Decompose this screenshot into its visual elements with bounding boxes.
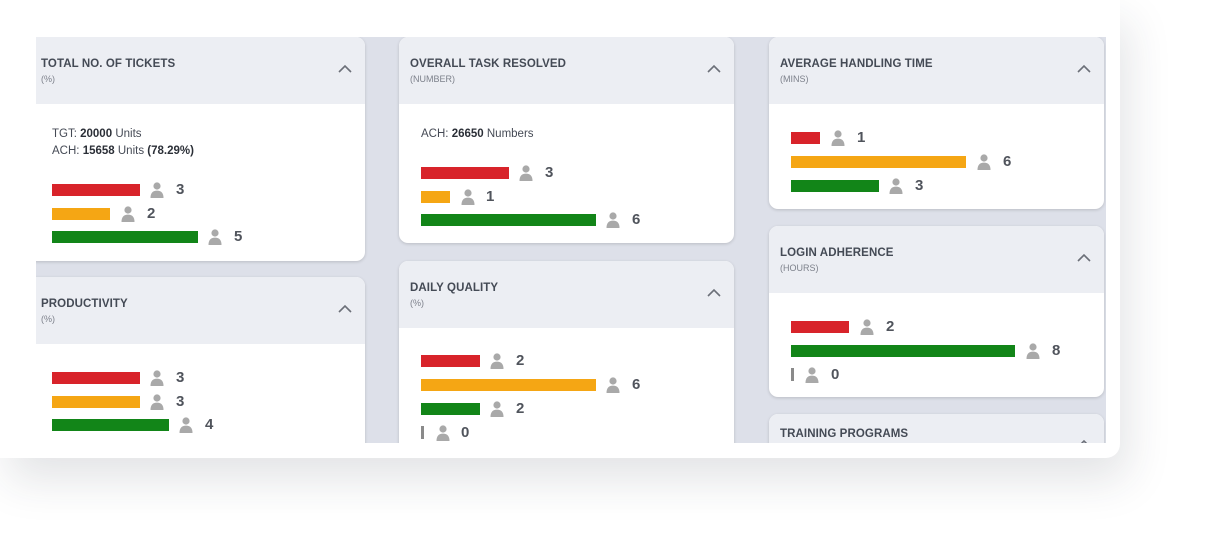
green-bar[interactable] <box>52 419 169 431</box>
chevron-up-icon[interactable] <box>706 288 722 298</box>
red-bar[interactable] <box>52 372 140 384</box>
person-icon <box>436 425 450 441</box>
chevron-up-icon[interactable] <box>337 304 353 314</box>
card-title: TOTAL NO. OF TICKETS <box>41 58 176 70</box>
zero-marker <box>421 426 424 439</box>
person-icon <box>606 377 620 393</box>
orange-count: 3 <box>176 393 185 410</box>
green-count: 5 <box>234 228 243 245</box>
person-icon <box>1026 343 1040 359</box>
achieved-line: ACH: 15658 Units (78.29%) <box>52 145 194 157</box>
person-icon <box>461 189 475 205</box>
zero-marker <box>791 368 794 381</box>
card-unit: (NUMBER) <box>410 74 455 84</box>
person-icon <box>889 178 903 194</box>
card-header[interactable]: TOTAL NO. OF TICKETS (%) <box>36 37 365 104</box>
green-count: 6 <box>632 211 641 228</box>
green-bar[interactable] <box>52 231 198 243</box>
card-training-programs: TRAINING PROGRAMS <box>769 414 1104 443</box>
person-icon <box>121 206 135 222</box>
person-icon <box>490 401 504 417</box>
person-icon <box>519 165 533 181</box>
orange-bar[interactable] <box>421 191 450 203</box>
orange-count: 1 <box>486 188 495 205</box>
person-icon <box>860 319 874 335</box>
chevron-up-icon[interactable] <box>1076 253 1092 263</box>
card-header[interactable]: LOGIN ADHERENCE (HOURS) <box>769 226 1104 293</box>
green-count: 4 <box>205 416 214 433</box>
chevron-up-icon[interactable] <box>1076 439 1092 443</box>
red-bar[interactable] <box>52 184 140 196</box>
kpi-board: TOTAL NO. OF TICKETS (%) TGT: 20000 Unit… <box>36 37 1106 443</box>
person-icon <box>179 417 193 433</box>
chevron-up-icon[interactable] <box>337 64 353 74</box>
card-header[interactable]: PRODUCTIVITY (%) <box>36 277 365 344</box>
green-bar[interactable] <box>421 403 480 415</box>
none-count: 0 <box>461 424 470 441</box>
card-title: OVERALL TASK RESOLVED <box>410 58 567 70</box>
card-unit: (HOURS) <box>780 263 819 273</box>
card-login-adherence: LOGIN ADHERENCE (HOURS) 2 8 0 <box>769 226 1104 397</box>
red-bar[interactable] <box>791 321 849 333</box>
card-title: PRODUCTIVITY <box>41 298 128 310</box>
red-count: 3 <box>545 164 554 181</box>
red-count: 2 <box>886 318 895 335</box>
card-daily-quality: DAILY QUALITY (%) 2 6 2 0 <box>399 261 734 443</box>
card-title: LOGIN ADHERENCE <box>780 247 894 259</box>
green-count: 8 <box>1052 342 1061 359</box>
card-title: DAILY QUALITY <box>410 282 499 294</box>
red-count: 2 <box>516 352 525 369</box>
orange-bar[interactable] <box>421 379 596 391</box>
target-line: TGT: 20000 Units <box>52 128 142 140</box>
card-total-tickets: TOTAL NO. OF TICKETS (%) TGT: 20000 Unit… <box>36 37 365 261</box>
person-icon <box>831 130 845 146</box>
card-header[interactable]: TRAINING PROGRAMS <box>769 414 1104 443</box>
chevron-up-icon[interactable] <box>706 64 722 74</box>
green-count: 2 <box>516 400 525 417</box>
red-count: 1 <box>857 129 866 146</box>
none-count: 0 <box>831 366 840 383</box>
person-icon <box>805 367 819 383</box>
person-icon <box>606 212 620 228</box>
card-title: TRAINING PROGRAMS <box>780 428 909 440</box>
card-unit: (%) <box>41 314 55 324</box>
chevron-up-icon[interactable] <box>1076 64 1092 74</box>
orange-bar[interactable] <box>791 156 966 168</box>
orange-count: 2 <box>147 205 156 222</box>
person-icon <box>150 394 164 410</box>
red-bar[interactable] <box>791 132 820 144</box>
red-bar[interactable] <box>421 167 509 179</box>
card-title: AVERAGE HANDLING TIME <box>780 58 933 70</box>
orange-bar[interactable] <box>52 208 110 220</box>
green-bar[interactable] <box>421 214 596 226</box>
card-unit: (%) <box>410 298 424 308</box>
card-overall-task: OVERALL TASK RESOLVED (NUMBER) ACH: 2665… <box>399 37 734 243</box>
card-unit: (MINS) <box>780 74 809 84</box>
card-header[interactable]: OVERALL TASK RESOLVED (NUMBER) <box>399 37 734 104</box>
person-icon <box>490 353 504 369</box>
orange-count: 6 <box>632 376 641 393</box>
red-count: 3 <box>176 181 185 198</box>
card-header[interactable]: AVERAGE HANDLING TIME (MINS) <box>769 37 1104 104</box>
red-bar[interactable] <box>421 355 480 367</box>
person-icon <box>977 154 991 170</box>
green-bar[interactable] <box>791 180 879 192</box>
person-icon <box>208 229 222 245</box>
card-header[interactable]: DAILY QUALITY (%) <box>399 261 734 328</box>
person-icon <box>150 370 164 386</box>
orange-bar[interactable] <box>52 396 140 408</box>
dashboard-frame: TOTAL NO. OF TICKETS (%) TGT: 20000 Unit… <box>36 37 1106 443</box>
person-icon <box>150 182 164 198</box>
card-unit: (%) <box>41 74 55 84</box>
achieved-line: ACH: 26650 Numbers <box>421 128 534 140</box>
green-bar[interactable] <box>791 345 1015 357</box>
card-productivity: PRODUCTIVITY (%) 3 3 4 <box>36 277 365 443</box>
orange-count: 6 <box>1003 153 1012 170</box>
card-avg-handling-time: AVERAGE HANDLING TIME (MINS) 1 6 3 <box>769 37 1104 209</box>
green-count: 3 <box>915 177 924 194</box>
red-count: 3 <box>176 369 185 386</box>
